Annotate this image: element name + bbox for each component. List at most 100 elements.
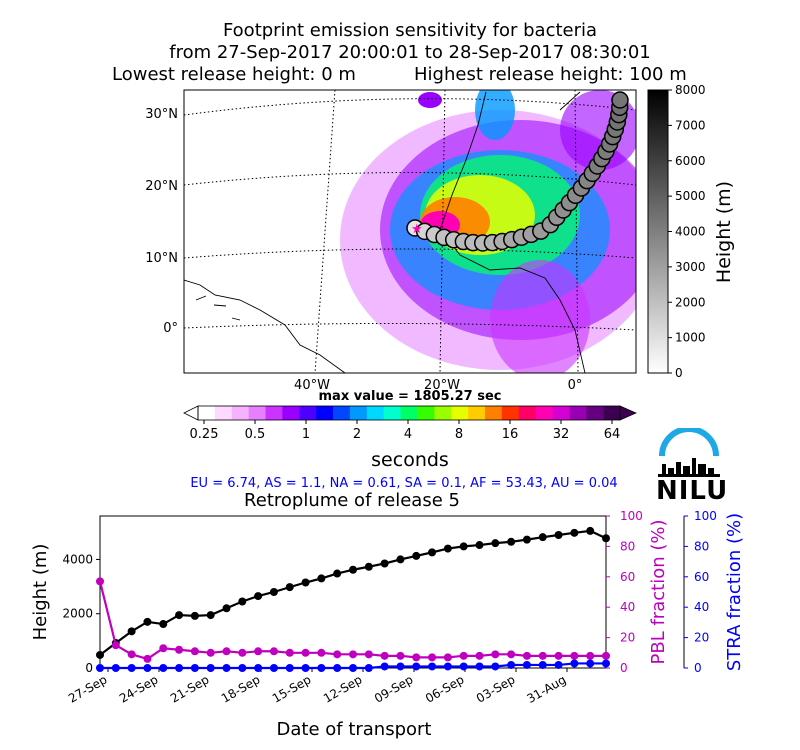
height-tick-label: 2000 bbox=[675, 295, 706, 309]
pbl-tick-label: 0 bbox=[620, 661, 628, 675]
series-line bbox=[98, 581, 606, 661]
series-point bbox=[159, 620, 168, 629]
y-axis-label: Height (m) bbox=[30, 544, 51, 641]
colorbar-segment bbox=[333, 406, 351, 420]
series-point bbox=[538, 660, 547, 669]
series-point bbox=[190, 647, 199, 656]
sensitivity-tick-label: 2 bbox=[353, 427, 361, 442]
y-tick-label: 4000 bbox=[62, 552, 93, 566]
series-point bbox=[285, 664, 294, 672]
series-point bbox=[459, 542, 468, 551]
series-point bbox=[538, 533, 547, 542]
colorbar-segment bbox=[468, 406, 486, 420]
colorbar-segment bbox=[248, 406, 267, 420]
highest-release-height: Highest release height: 100 m bbox=[414, 64, 687, 85]
colorbar-segment bbox=[569, 406, 587, 420]
pbl-tick-label: 20 bbox=[620, 631, 635, 645]
x-tick-label: 31-Aug bbox=[524, 672, 568, 706]
stra-tick-label: 40 bbox=[694, 600, 709, 614]
x-tick-label: 06-Sep bbox=[423, 672, 467, 705]
series-point bbox=[269, 588, 278, 596]
series-point bbox=[333, 569, 342, 578]
sensitivity-colorbar-label: seconds bbox=[371, 449, 449, 471]
series-point bbox=[380, 651, 389, 660]
series-point bbox=[159, 644, 168, 653]
height-colorbar-label: Height (m) bbox=[713, 181, 735, 283]
series-point bbox=[380, 662, 389, 671]
series-point bbox=[412, 653, 421, 662]
series-line bbox=[99, 529, 607, 656]
series-point bbox=[522, 660, 531, 669]
series-point bbox=[285, 648, 294, 657]
x-tick-label: 18-Sep bbox=[219, 672, 263, 705]
retroplume-title: Retroplume of release 5 bbox=[244, 490, 460, 511]
series-point bbox=[206, 648, 215, 657]
lon-label: 0° bbox=[568, 378, 583, 393]
map-graticule bbox=[184, 90, 636, 373]
series-point bbox=[254, 592, 263, 601]
series-point bbox=[586, 659, 595, 668]
series-point bbox=[301, 648, 310, 657]
x-tick-label: 21-Sep bbox=[168, 672, 212, 705]
series-point bbox=[412, 662, 421, 671]
series-point bbox=[206, 664, 215, 672]
series-point bbox=[111, 664, 120, 672]
nilu-logo-text: NILU bbox=[656, 476, 729, 506]
series-point bbox=[412, 551, 421, 560]
colorbar-segment bbox=[451, 406, 469, 420]
series-point bbox=[602, 659, 610, 668]
pbl-tick-label: 80 bbox=[620, 539, 635, 553]
colorbar-segment bbox=[383, 406, 402, 420]
sensitivity-tick-label: 1 bbox=[302, 427, 310, 442]
colorbar-segment bbox=[518, 406, 537, 420]
series-point bbox=[459, 662, 468, 671]
colorbar-segment bbox=[603, 406, 621, 420]
series-point bbox=[238, 648, 247, 657]
pbl-tick-label: 60 bbox=[620, 570, 635, 584]
sensitivity-tick-label: 16 bbox=[502, 427, 519, 442]
series-point bbox=[143, 654, 152, 663]
south-america-coastline bbox=[184, 279, 346, 373]
series-point bbox=[554, 651, 563, 660]
series-point bbox=[317, 648, 326, 657]
series-point bbox=[206, 611, 215, 620]
series-point bbox=[333, 650, 342, 659]
pbl-axis-label: PBL fraction (%) bbox=[648, 520, 669, 665]
stra-tick-label: 60 bbox=[694, 570, 709, 584]
sensitivity-colorbar-ticks: 0.25 0.5 1 2 4 8 16 32 64 bbox=[190, 420, 620, 442]
y-tick-label: 0 bbox=[85, 661, 93, 675]
sensitivity-tick-label: 32 bbox=[553, 427, 570, 442]
release-marker: ★ bbox=[411, 222, 423, 237]
colorbar-segment bbox=[299, 406, 317, 420]
series-point bbox=[538, 651, 547, 660]
lowest-release-height: Lowest release height: 0 m bbox=[112, 64, 356, 85]
series-point bbox=[143, 664, 152, 672]
series-point bbox=[143, 617, 152, 626]
colorbar-segment bbox=[535, 406, 553, 420]
series-point bbox=[475, 651, 484, 660]
series-point bbox=[127, 650, 136, 659]
series-point bbox=[396, 662, 405, 671]
height-tick-label: 6000 bbox=[675, 154, 706, 168]
series-point bbox=[301, 664, 310, 672]
x-tick-label: 12-Sep bbox=[321, 672, 365, 705]
series-point bbox=[570, 659, 579, 668]
colorbar-segment bbox=[434, 406, 452, 420]
series-point bbox=[317, 574, 326, 583]
series-point bbox=[396, 555, 405, 564]
x-tick-label: 09-Sep bbox=[372, 672, 416, 705]
y-tick-label: 2000 bbox=[62, 607, 93, 621]
pbl-tick-label: 40 bbox=[620, 600, 635, 614]
stra-tick-label: 100 bbox=[694, 509, 717, 523]
height-tick-label: 4000 bbox=[675, 225, 706, 239]
series-point bbox=[175, 645, 184, 654]
series-point bbox=[222, 664, 231, 672]
series-point bbox=[222, 647, 231, 656]
max-value-label: max value = 1805.27 sec bbox=[319, 389, 502, 404]
series-point bbox=[301, 578, 310, 587]
sensitivity-tick-label: 0.5 bbox=[245, 427, 266, 442]
colorbar-segment bbox=[417, 406, 435, 420]
series-point bbox=[602, 534, 610, 543]
height-colorbar-ticks: 0 1000 2000 3000 4000 5000 6000 7000 8000 bbox=[668, 83, 706, 380]
